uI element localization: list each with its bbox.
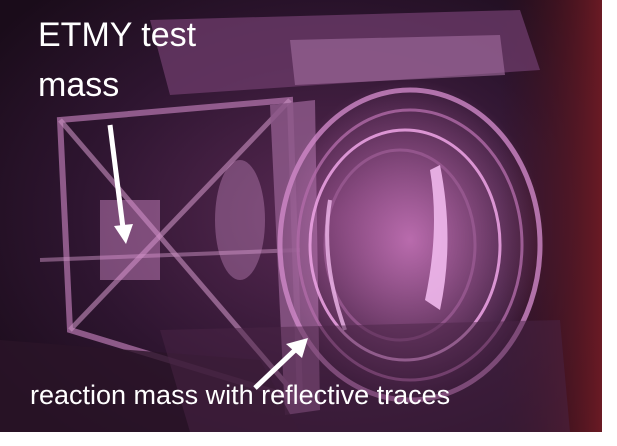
- annotation-line: ETMY test: [38, 16, 197, 54]
- annotation: reaction mass with reflective traces: [30, 380, 450, 410]
- annotation-line: mass: [38, 66, 119, 104]
- photo-figure: ETMY test mass reaction mass with reflec…: [0, 0, 617, 446]
- photo: [0, 0, 602, 432]
- page: {"annotations": {"test_mass": ["ETMY tes…: [0, 0, 617, 446]
